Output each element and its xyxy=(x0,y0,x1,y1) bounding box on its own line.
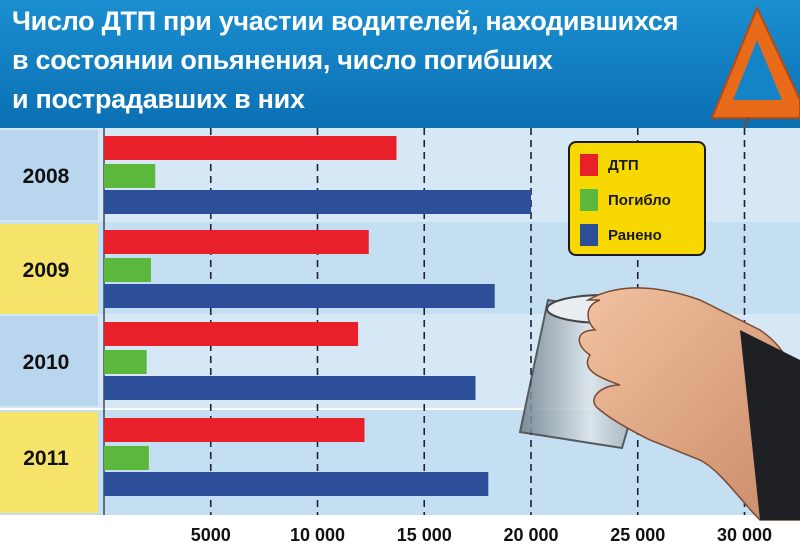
legend-item-dtp: ДТП xyxy=(580,153,639,177)
bar-dtp-2010 xyxy=(104,322,359,346)
x-tick-label: 30 000 xyxy=(717,525,772,545)
title-line-2: в состоянии опьянения, число погибших xyxy=(12,45,553,75)
legend-swatch-killed xyxy=(580,189,598,211)
x-tick-label: 10 000 xyxy=(290,525,345,545)
bar-injured-2010 xyxy=(104,376,476,400)
bar-killed-2010 xyxy=(104,350,147,374)
bar-killed-2008 xyxy=(104,164,156,188)
category-label-2011: 2011 xyxy=(23,447,69,470)
category-label-2010: 2010 xyxy=(23,351,70,374)
legend-item-killed: Погибло xyxy=(580,188,671,212)
year-label-band xyxy=(0,412,98,513)
x-tick-label: 15 000 xyxy=(397,525,452,545)
legend-label-injured: Ранено xyxy=(608,226,662,244)
title-line-1: Число ДТП при участии водителей, находив… xyxy=(12,6,679,36)
title-line-3: и пострадавших в них xyxy=(12,84,305,114)
bar-dtp-2011 xyxy=(104,418,365,442)
bar-dtp-2009 xyxy=(104,230,369,254)
legend-label-killed: Погибло xyxy=(608,191,671,209)
legend-label-dtp: ДТП xyxy=(608,156,639,174)
title-banner: Число ДТП при участии водителей, находив… xyxy=(0,0,800,128)
x-tick-label: 20 000 xyxy=(503,525,558,545)
x-tick-label: 5000 xyxy=(191,525,231,545)
year-label-band xyxy=(0,224,98,314)
x-tick-label: 25 000 xyxy=(610,525,665,545)
year-label-band xyxy=(0,316,98,406)
bar-injured-2009 xyxy=(104,284,495,308)
bar-dtp-2008 xyxy=(104,136,397,160)
legend: ДТП Погибло Ранено xyxy=(568,141,706,256)
year-label-band xyxy=(0,130,98,220)
legend-item-injured: Ранено xyxy=(580,223,662,247)
bar-injured-2011 xyxy=(104,472,489,496)
category-label-2008: 2008 xyxy=(23,165,70,188)
bar-injured-2008 xyxy=(104,190,531,214)
legend-swatch-dtp xyxy=(580,154,598,176)
legend-swatch-injured xyxy=(580,224,598,246)
bar-killed-2009 xyxy=(104,258,151,282)
bar-killed-2011 xyxy=(104,446,149,470)
category-label-2009: 2009 xyxy=(23,259,70,282)
